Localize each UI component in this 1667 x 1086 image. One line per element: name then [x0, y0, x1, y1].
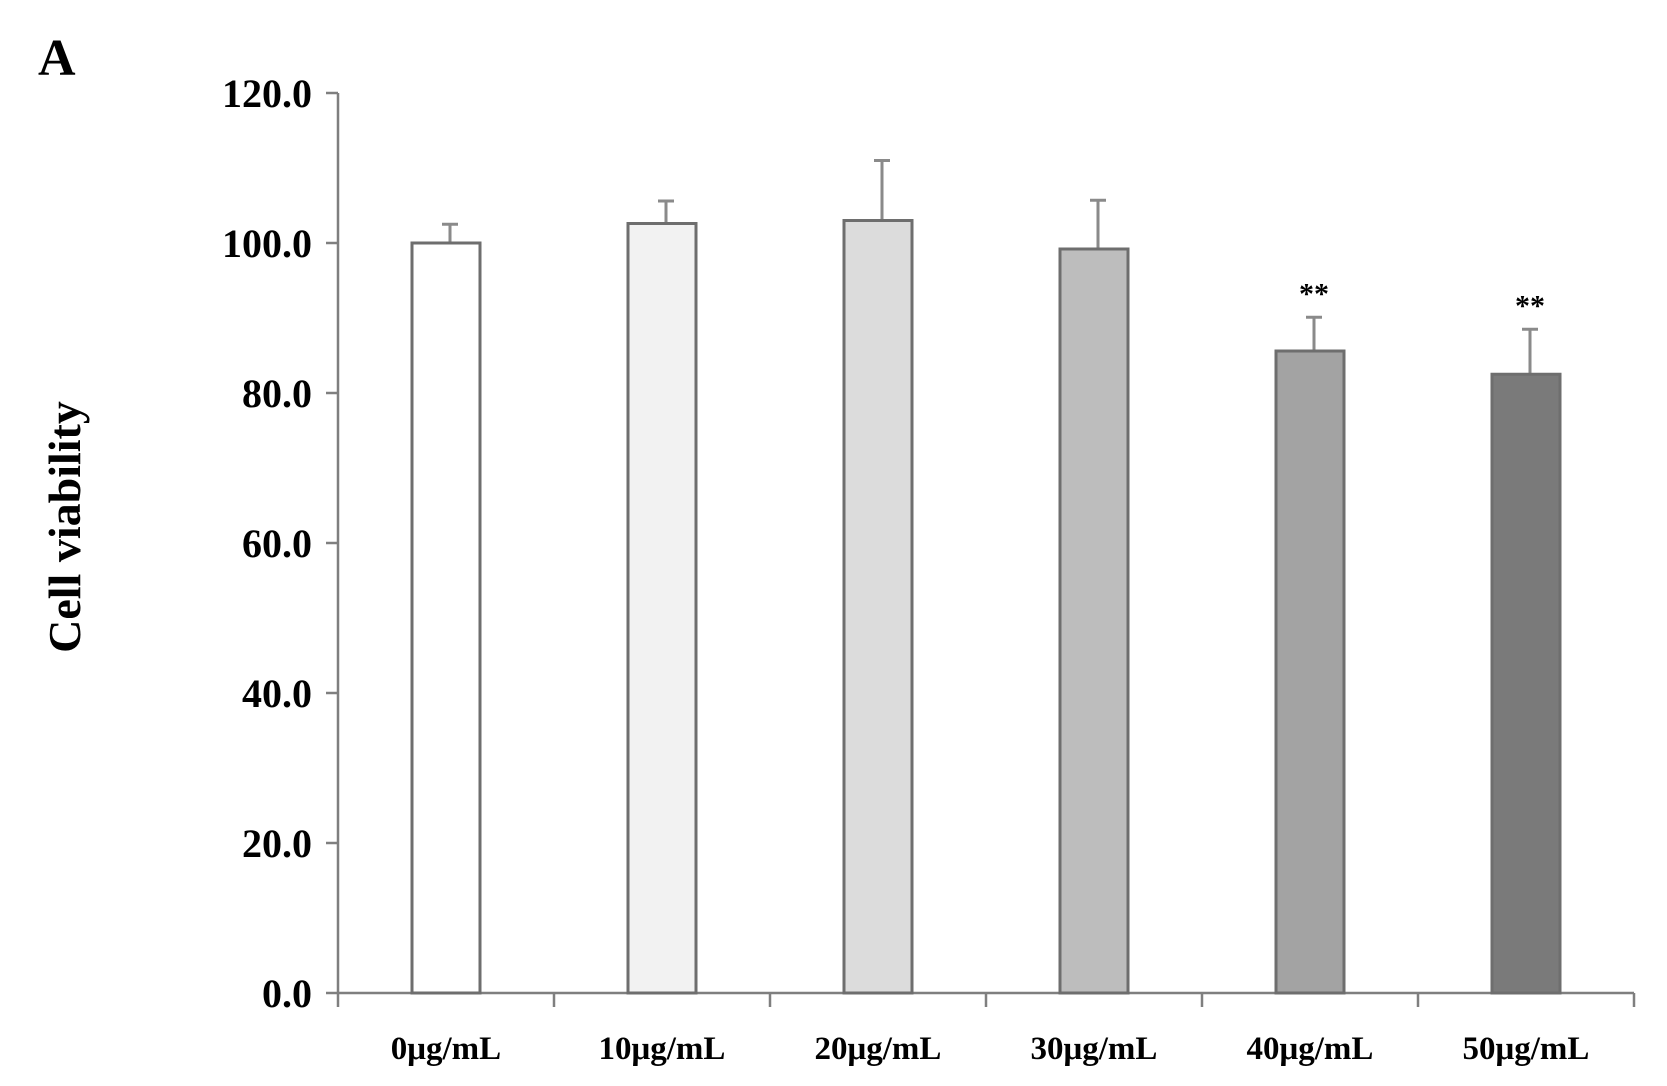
- bar: [1274, 349, 1346, 995]
- significance-marker: **: [1299, 277, 1329, 310]
- x-tick-label: 40μg/mL: [1247, 1031, 1374, 1067]
- x-tick-label: 0μg/mL: [391, 1031, 501, 1067]
- x-tick-label: 20μg/mL: [815, 1031, 942, 1067]
- y-tick-label: 40.0: [242, 671, 312, 716]
- panel-label: A: [38, 30, 76, 87]
- bar: [1058, 247, 1130, 995]
- y-tick-label: 0.0: [262, 971, 312, 1016]
- y-tick-label: 60.0: [242, 521, 312, 566]
- y-tick-label: 100.0: [222, 221, 312, 266]
- x-tick-label: 30μg/mL: [1031, 1031, 1158, 1067]
- significance-marker: **: [1515, 289, 1545, 322]
- x-tick-label: 10μg/mL: [599, 1031, 726, 1067]
- bar: [626, 222, 698, 995]
- plot-area: 0.0 20.0 40.0 60.0 80.0 100.0 120.0 0μg/mL 10μg/…: [222, 71, 1636, 1067]
- bar: [1490, 372, 1562, 995]
- x-tick-label: 50μg/mL: [1463, 1031, 1590, 1067]
- bar: [410, 241, 482, 995]
- bar: [842, 219, 914, 995]
- y-axis-label: Cell viability: [39, 401, 90, 653]
- y-tick-label: 80.0: [242, 371, 312, 416]
- y-tick-label: 20.0: [242, 821, 312, 866]
- y-tick-label: 120.0: [222, 71, 312, 116]
